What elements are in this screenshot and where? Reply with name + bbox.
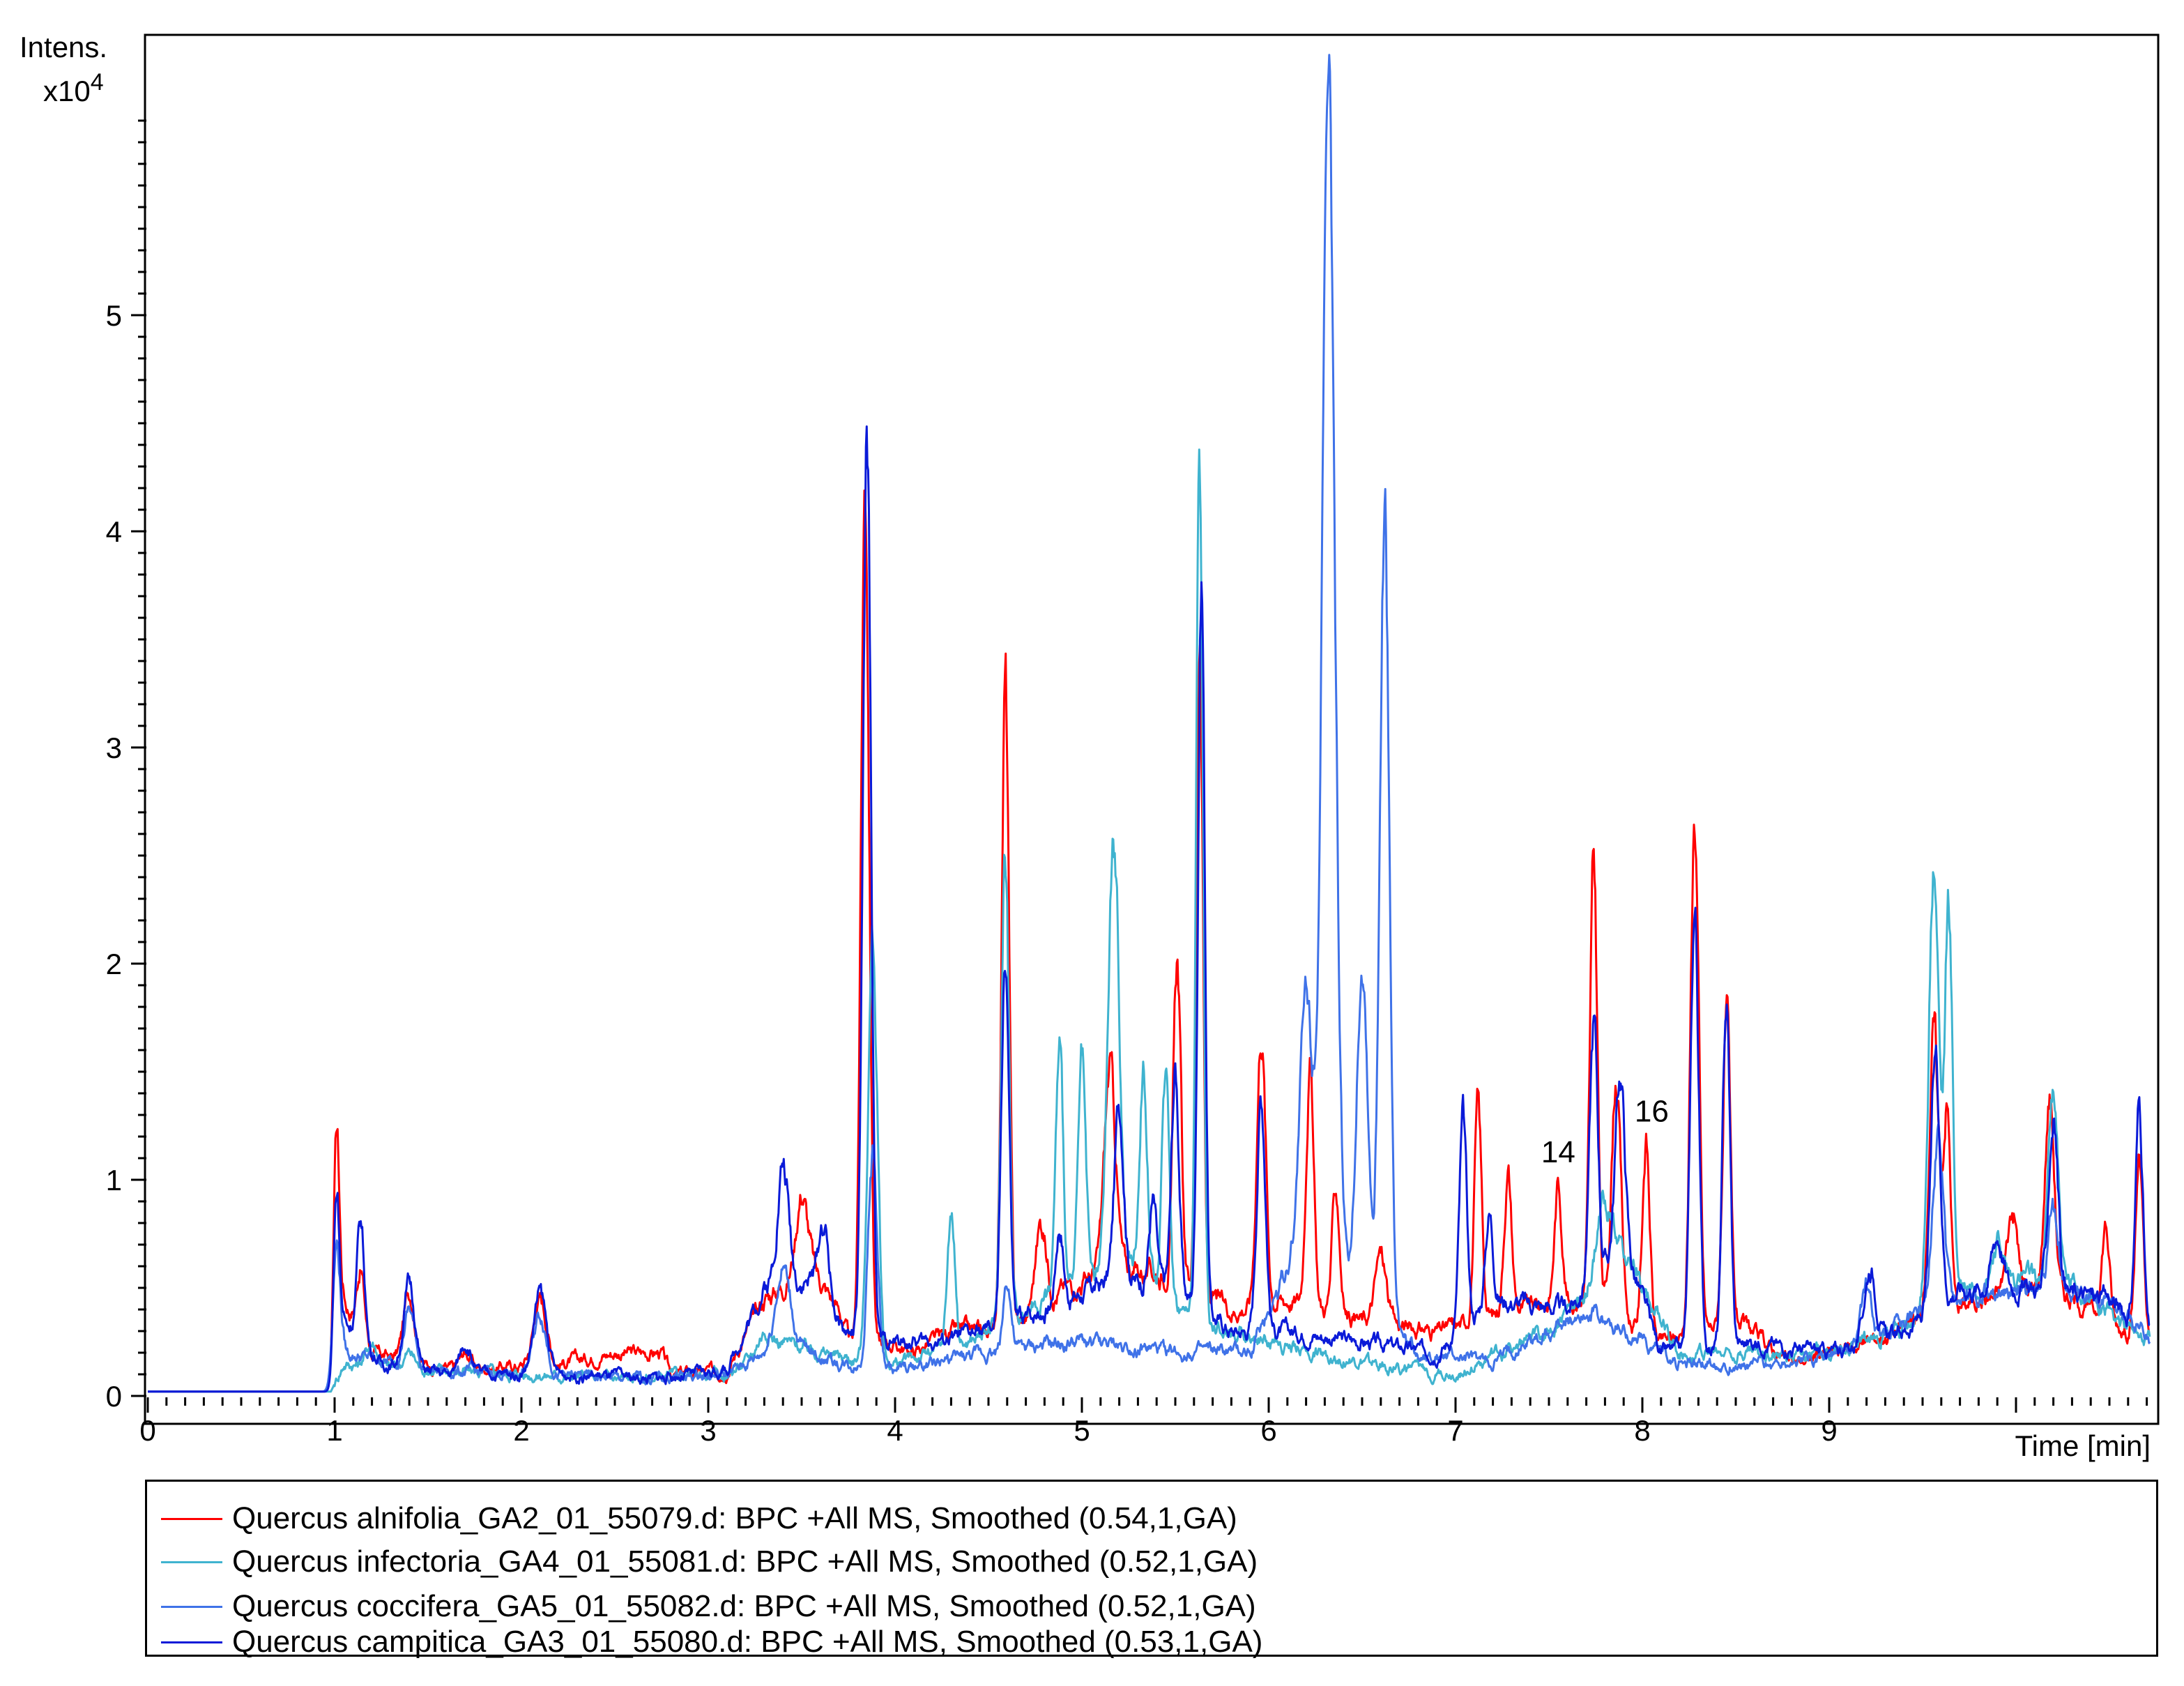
y-tick-label: 5: [106, 299, 122, 332]
y-axis-label-exponent: 4: [91, 69, 104, 96]
legend-label-coccifera: Quercus coccifera_GA5_01_55082.d: BPC +A…: [232, 1589, 1256, 1623]
y-tick-label: 1: [106, 1164, 122, 1197]
legend-item-coccifera: Quercus coccifera_GA5_01_55082.d: BPC +A…: [161, 1585, 1256, 1628]
x-tick-label: 6: [1260, 1414, 1276, 1447]
legend: Quercus alnifolia_GA2_01_55079.d: BPC +A…: [145, 1480, 2158, 1659]
series-line-1: [147, 448, 2151, 1393]
y-tick-label: 4: [106, 515, 122, 548]
series-line-3: [147, 425, 2151, 1393]
x-tick-label: 7: [1447, 1414, 1463, 1447]
x-tick-label: 8: [1634, 1414, 1650, 1447]
legend-swatch-infectoria: [161, 1560, 222, 1563]
y-tick-label: 0: [106, 1380, 122, 1413]
x-tick-label: 9: [1821, 1414, 1837, 1447]
x-tick-label: 3: [700, 1414, 716, 1447]
x-tick-label: 2: [513, 1414, 529, 1447]
axis-tick-labels: 0 1 2 3 4 5 6 7 8 9 0 1 2 3 4 5: [106, 299, 1838, 1447]
legend-label-infectoria: Quercus infectoria_GA4_01_55081.d: BPC +…: [232, 1544, 1258, 1579]
series-line-2: [147, 54, 2151, 1393]
x-tick-label: 4: [887, 1414, 903, 1447]
legend-item-campitica: Quercus campitica_GA3_01_55080.d: BPC +A…: [161, 1625, 1262, 1659]
y-axis-label-line2: x104: [43, 69, 104, 107]
axis-ticks: [131, 119, 2148, 1413]
y-axis-label-multiplier: x10: [43, 75, 91, 107]
peak-annotation: 14: [1541, 1135, 1575, 1169]
legend-item-alnifolia: Quercus alnifolia_GA2_01_55079.d: BPC +A…: [161, 1497, 1237, 1540]
plot-frame: [144, 33, 2160, 1425]
x-axis-label: Time [min]: [2015, 1429, 2151, 1462]
peak-annotations: 14 16: [1541, 1094, 1669, 1169]
legend-swatch-coccifera: [161, 1605, 222, 1608]
legend-label-alnifolia: Quercus alnifolia_GA2_01_55079.d: BPC +A…: [232, 1501, 1237, 1535]
y-tick-label: 3: [106, 731, 122, 764]
y-axis-label-line1: Intens.: [20, 31, 107, 63]
y-axis-label: Intens. x104: [20, 31, 107, 107]
series-lines: [147, 54, 2151, 1393]
x-tick-label: 5: [1074, 1414, 1090, 1447]
x-tick-label: 1: [326, 1414, 342, 1447]
series-line-0: [147, 489, 2151, 1393]
legend-swatch-alnifolia: [161, 1517, 222, 1520]
x-tick-label: 0: [139, 1414, 155, 1447]
peak-annotation: 16: [1635, 1094, 1669, 1128]
legend-swatch-campitica: [161, 1641, 222, 1643]
legend-label-campitica: Quercus campitica_GA3_01_55080.d: BPC +A…: [232, 1625, 1263, 1659]
legend-item-infectoria: Quercus infectoria_GA4_01_55081.d: BPC +…: [161, 1540, 1258, 1584]
y-tick-label: 2: [106, 948, 122, 980]
